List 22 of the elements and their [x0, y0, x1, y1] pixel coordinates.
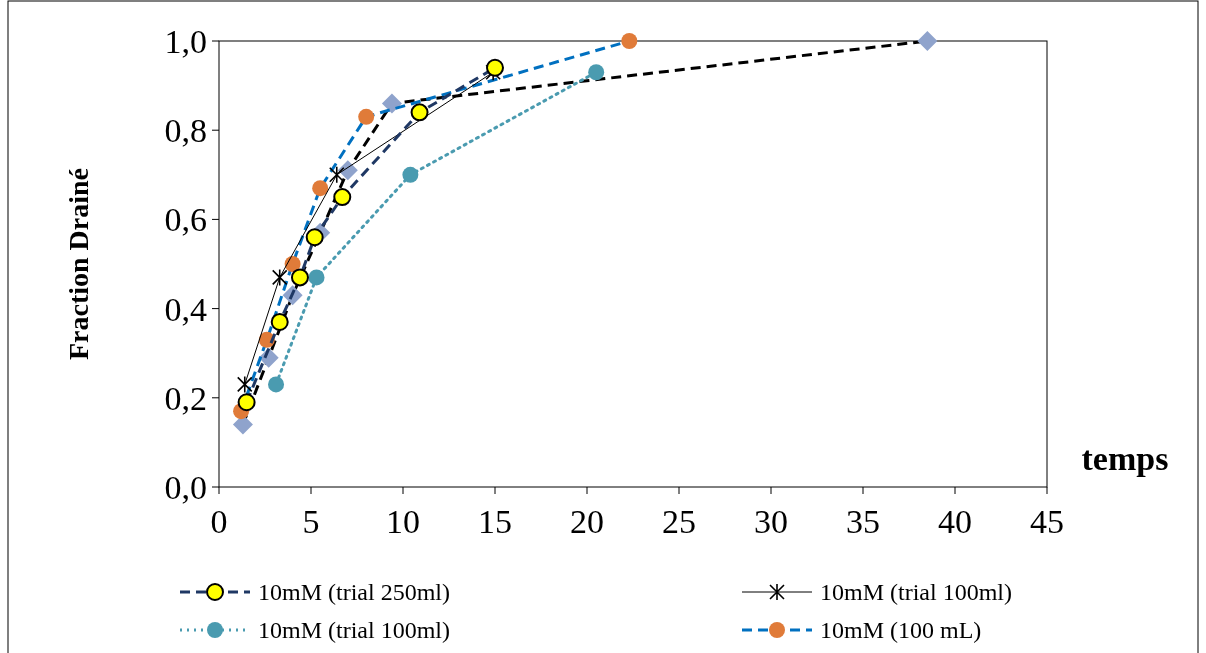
legend-label: 10mM (trial 100ml) — [258, 617, 450, 644]
x-tick-label: 45 — [1030, 503, 1064, 540]
y-axis-title: Fraction Drainé — [63, 167, 94, 361]
x-tick-label: 20 — [570, 503, 604, 540]
x-tick-label: 5 — [302, 503, 320, 540]
x-tick-label: 15 — [478, 503, 512, 540]
legend-label: 10mM (trial 100ml) — [820, 579, 1012, 606]
y-tick-label: 0,8 — [164, 112, 207, 150]
y-tick-label: 0,4 — [164, 290, 207, 328]
x-tick-label: 40 — [938, 503, 972, 540]
x-tick-label: 25 — [662, 503, 696, 540]
y-tick-label: 0,6 — [164, 201, 207, 239]
y-tick-label: 0,2 — [164, 379, 207, 417]
legend-label: 10mM (100 mL) — [820, 617, 982, 644]
x-axis-title: temps — [1081, 440, 1169, 477]
x-tick-label: 35 — [846, 503, 880, 540]
x-tick-label: 10 — [386, 503, 420, 540]
legend-label: 10mM (trial 250ml) — [258, 579, 450, 606]
x-tick-label: 30 — [754, 503, 788, 540]
y-tick-label: 0,0 — [164, 468, 207, 506]
y-tick-label: 1,0 — [164, 22, 207, 60]
x-tick-label: 0 — [210, 503, 228, 540]
